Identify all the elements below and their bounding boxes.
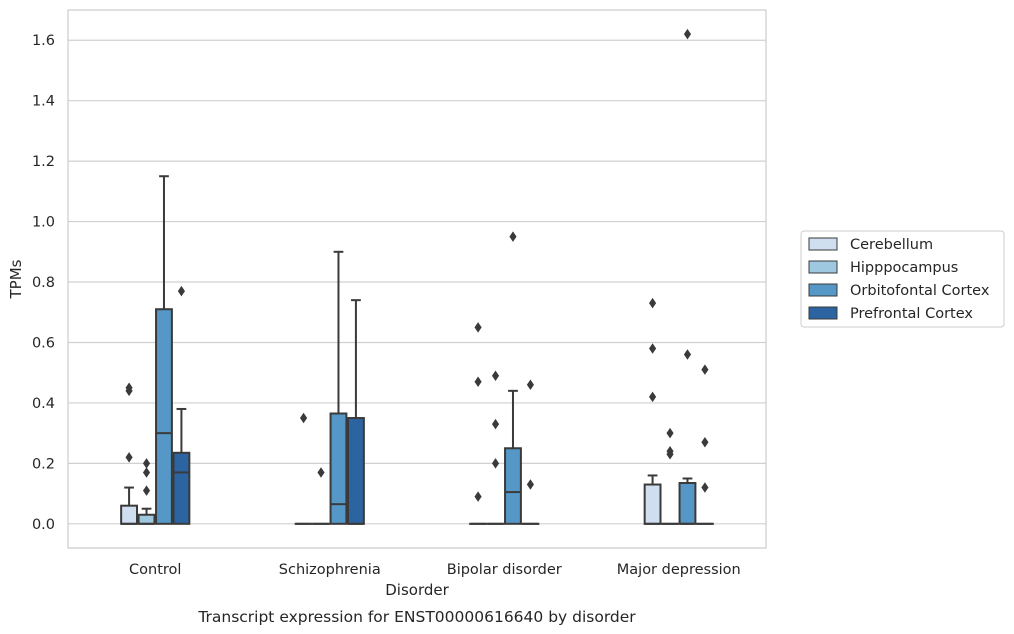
legend-frame [800,230,1005,328]
legend: Cerebellum Hipppocampus Orbitofontal Corte… [800,230,1005,328]
y-tick-label: 1.6 [32,33,55,49]
y-tick-label: 0.8 [32,275,55,291]
outlier-point [474,376,482,388]
legend-swatch [808,260,838,274]
box [678,482,697,525]
x-tick-label: Bipolar disorder [447,562,562,578]
outlier-point [142,458,151,469]
outlier-point [526,479,534,490]
box [137,513,156,525]
outlier-point [474,491,482,502]
y-tick-label: 0.6 [32,335,55,351]
legend-label: Prefrontal Cortex [850,306,973,322]
box [155,308,173,525]
outlier-point [683,349,692,360]
outlier-point [142,467,151,478]
y-tick-label: 1.4 [32,94,55,110]
outlier-point [649,343,657,354]
y-axis-ticks: 0.0 0.2 0.4 0.6 0.8 1.0 1.2 1.4 1.6 [32,33,55,533]
y-tick-label: 0.2 [32,456,55,472]
y-tick-label: 1.0 [32,215,55,231]
outlier-point [649,297,657,309]
legend-swatch [808,306,838,320]
x-axis-label: Disorder [385,581,449,599]
outlier-point [701,482,709,493]
box [172,451,191,525]
legend-label: Orbitofontal Cortex [850,283,990,299]
outlier-point [142,485,151,496]
y-tick-label: 0.0 [32,517,55,533]
outlier-point [177,285,185,297]
y-tick-label: 0.4 [32,396,55,412]
legend-label: Cerebellum [850,237,933,253]
outlier-point [701,364,709,375]
outlier-point [701,436,709,448]
x-tick-label: Major depression [617,562,741,578]
series-hipppocampus [137,370,679,525]
x-tick-label: Schizophrenia [279,562,381,578]
plot-area-frame [67,9,767,549]
outlier-point [474,322,482,333]
box-series [120,28,714,525]
box [643,483,662,525]
outlier-point [317,467,325,478]
box [347,417,365,525]
y-tick-label: 1.2 [32,154,55,170]
box [329,412,348,525]
outlier-point [125,382,133,394]
box [504,447,522,525]
x-axis-ticks: Control Schizophrenia Bipolar disorder Majo… [129,562,741,578]
y-axis-label: TPMs [7,259,25,299]
series-orbitofontal-cortex [155,28,697,525]
legend-items: Cerebellum Hipppocampus Orbitofontal Corte… [808,237,990,322]
outlier-point [491,458,500,469]
chart-caption: Transcript expression for ENST0000061664… [197,608,636,626]
box [120,504,139,525]
x-tick-label: Control [129,562,181,578]
outlier-point [666,427,674,439]
outlier-point [526,379,534,391]
outlier-point [666,446,674,457]
legend-label: Hipppocampus [850,260,958,276]
outlier-point [683,28,692,40]
legend-swatch [808,237,838,251]
outlier-point [509,231,517,242]
series-cerebellum [120,297,662,525]
legend-swatch [808,283,838,297]
series-prefrontal-cortex [172,285,714,525]
outlier-point [300,412,308,424]
outlier-point [491,418,500,430]
outlier-point [649,391,657,403]
outlier-point [125,452,133,463]
outlier-point [491,370,500,381]
